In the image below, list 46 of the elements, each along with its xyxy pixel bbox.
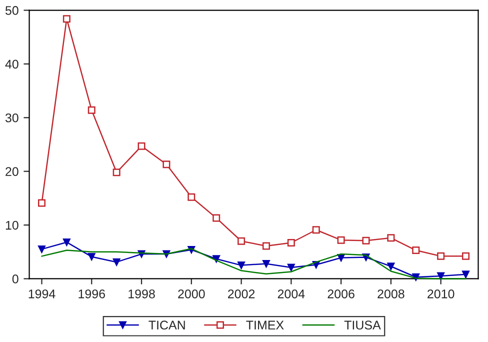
x-tick-label: 1994: [28, 289, 56, 298]
point: [238, 262, 246, 270]
point: [162, 160, 170, 168]
point: [262, 260, 270, 268]
x-tick-label: 2010: [428, 289, 454, 298]
point: [312, 226, 320, 234]
x-tick-label: 1996: [78, 289, 105, 298]
point: [138, 142, 146, 150]
point: [262, 242, 270, 250]
legend-label: TICAN: [148, 320, 185, 330]
point: [238, 237, 246, 245]
point: [362, 236, 370, 244]
point: [112, 258, 120, 266]
x-tick-label: 1998: [128, 289, 155, 298]
point: [188, 193, 196, 201]
y-tick-label: 40: [5, 60, 18, 69]
point: [287, 264, 295, 272]
legend-label: TIMEX: [246, 320, 284, 330]
y-tick-label: 20: [6, 167, 18, 176]
point: [337, 236, 345, 244]
x-tick-label: 2000: [178, 289, 205, 298]
point: [462, 270, 470, 278]
point: [88, 106, 96, 114]
y-tick-label: 30: [5, 113, 18, 122]
point: [437, 252, 445, 260]
point: [62, 15, 70, 23]
point: [387, 262, 395, 270]
point: [287, 239, 295, 247]
x-tick-label: 2008: [378, 289, 404, 298]
y-tick-label: 10: [6, 220, 18, 230]
point: [437, 272, 445, 280]
x-tick-label: 2002: [228, 289, 255, 298]
x-tick-label: 2006: [328, 289, 354, 298]
y-tick-label: 50: [5, 6, 18, 15]
legend-label: TIUSA: [344, 320, 381, 330]
point: [112, 168, 120, 176]
point: [212, 214, 220, 222]
point: [38, 199, 46, 207]
point: [462, 252, 470, 260]
point: [62, 238, 70, 246]
point: [387, 234, 395, 242]
y-tick-label: 0: [12, 274, 18, 284]
point: [412, 246, 420, 254]
point: [88, 252, 96, 260]
point: [38, 245, 46, 253]
x-tick-label: 2004: [278, 289, 305, 298]
